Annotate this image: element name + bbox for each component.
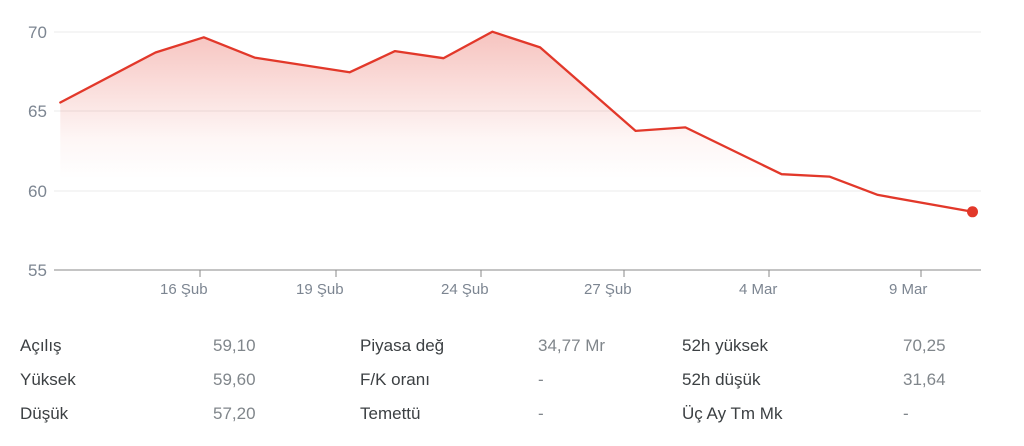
svg-text:60: 60 — [28, 182, 47, 201]
svg-text:52h düşük: 52h düşük — [682, 370, 761, 389]
svg-text:19 Şub: 19 Şub — [296, 281, 344, 298]
svg-text:70,25: 70,25 — [903, 336, 946, 355]
svg-text:Yüksek: Yüksek — [20, 370, 76, 389]
svg-text:24 Şub: 24 Şub — [441, 281, 489, 298]
svg-text:Düşük: Düşük — [20, 404, 69, 423]
svg-text:59,60: 59,60 — [213, 370, 256, 389]
svg-text:Açılış: Açılış — [20, 336, 62, 355]
svg-text:65: 65 — [28, 102, 47, 121]
svg-text:57,20: 57,20 — [213, 404, 256, 423]
svg-text:Üç Ay Tm Mk: Üç Ay Tm Mk — [682, 404, 783, 423]
svg-text:4 Mar: 4 Mar — [739, 281, 777, 298]
svg-text:70: 70 — [28, 23, 47, 42]
svg-text:31,64: 31,64 — [903, 370, 946, 389]
svg-text:-: - — [903, 404, 909, 423]
svg-text:52h yüksek: 52h yüksek — [682, 336, 768, 355]
svg-text:59,10: 59,10 — [213, 336, 256, 355]
svg-text:55: 55 — [28, 261, 47, 280]
svg-text:27 Şub: 27 Şub — [584, 281, 632, 298]
svg-text:9 Mar: 9 Mar — [889, 281, 927, 298]
svg-text:-: - — [538, 370, 544, 389]
svg-text:16 Şub: 16 Şub — [160, 281, 208, 298]
svg-text:-: - — [538, 404, 544, 423]
svg-text:F/K oranı: F/K oranı — [360, 370, 430, 389]
svg-text:Temettü: Temettü — [360, 404, 420, 423]
svg-text:Piyasa değ: Piyasa değ — [360, 336, 444, 355]
svg-text:34,77 Mr: 34,77 Mr — [538, 336, 605, 355]
